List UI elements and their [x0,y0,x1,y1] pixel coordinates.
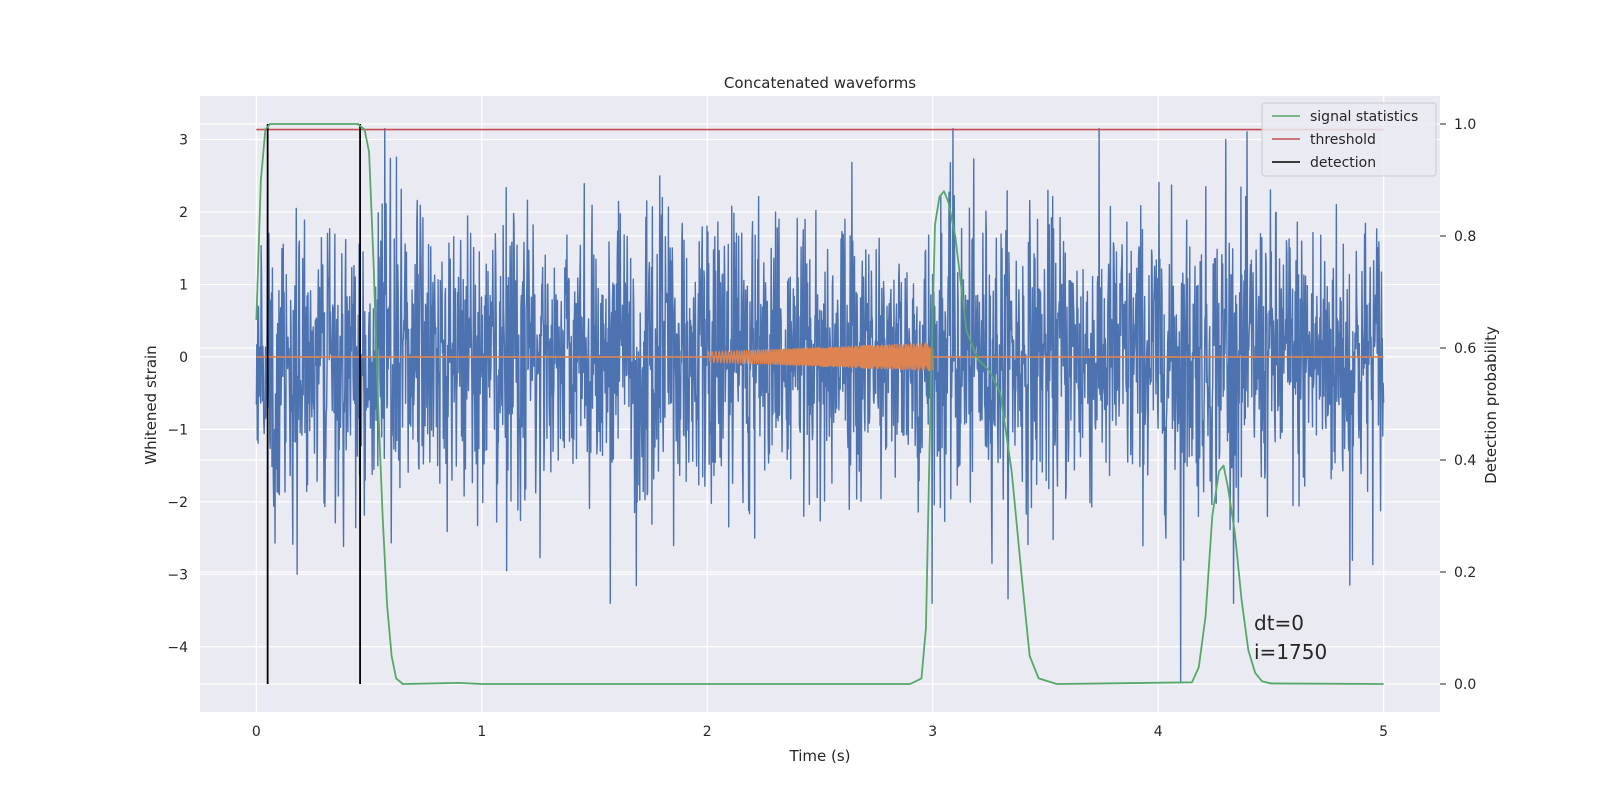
right-axis-label: Detection probability [1482,326,1500,484]
legend-label-threshold: threshold [1310,132,1376,148]
legend-label-signal-statistics: signal statistics [1310,109,1418,125]
x-tick-label: 1 [477,724,486,740]
strain-layer [255,127,1385,684]
legend: signal statistics threshold detection [1261,102,1437,177]
y-tick-label: −4 [167,640,188,656]
strain-series-line [255,127,1385,684]
right-tick-label: 0.4 [1454,453,1476,469]
y-tick-label: −3 [167,567,188,583]
x-tick-label: 4 [1154,724,1163,740]
overlay-layer [255,123,1384,685]
right-tick-label: 0.0 [1454,677,1476,693]
right-tick-label: 0.2 [1454,565,1476,581]
chart-title: Concatenated waveforms [724,74,916,92]
legend-box [1261,102,1437,177]
y-axis-ticks: −4 −3 −2 −1 0 1 2 3 [167,132,188,655]
y-tick-label: 0 [179,350,188,366]
legend-label-detection: detection [1310,155,1376,171]
right-tick-label: 1.0 [1454,117,1476,133]
x-axis-label: Time (s) [789,747,851,765]
annotation-index: i=1750 [1254,640,1327,664]
x-axis-ticks: 0 1 2 3 4 5 [252,724,1388,740]
y-tick-label: 3 [179,132,188,148]
signal-statistics-line [255,123,1384,685]
x-tick-label: 5 [1379,724,1388,740]
y-axis-label: Whitened strain [142,345,160,464]
x-tick-label: 2 [703,724,712,740]
right-tick-label: 0.6 [1454,341,1476,357]
y-tick-label: −1 [167,422,188,438]
annotation-dt: dt=0 [1254,611,1304,635]
right-tick-label: 0.8 [1454,229,1476,245]
x-tick-label: 0 [252,724,261,740]
y-tick-label: −2 [167,495,188,511]
y-tick-label: 2 [179,205,188,221]
right-axis-ticks: 0.0 0.2 0.4 0.6 0.8 1.0 [1440,117,1476,693]
injection-layer [256,342,1384,372]
y-tick-label: 1 [179,277,188,293]
x-tick-label: 3 [928,724,937,740]
